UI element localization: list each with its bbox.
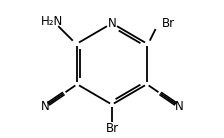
Text: Br: Br	[106, 122, 118, 135]
Text: H₂N: H₂N	[41, 15, 64, 28]
Text: Br: Br	[161, 17, 174, 30]
Text: N: N	[41, 99, 50, 113]
Text: N: N	[174, 99, 183, 113]
Text: N: N	[108, 17, 116, 30]
